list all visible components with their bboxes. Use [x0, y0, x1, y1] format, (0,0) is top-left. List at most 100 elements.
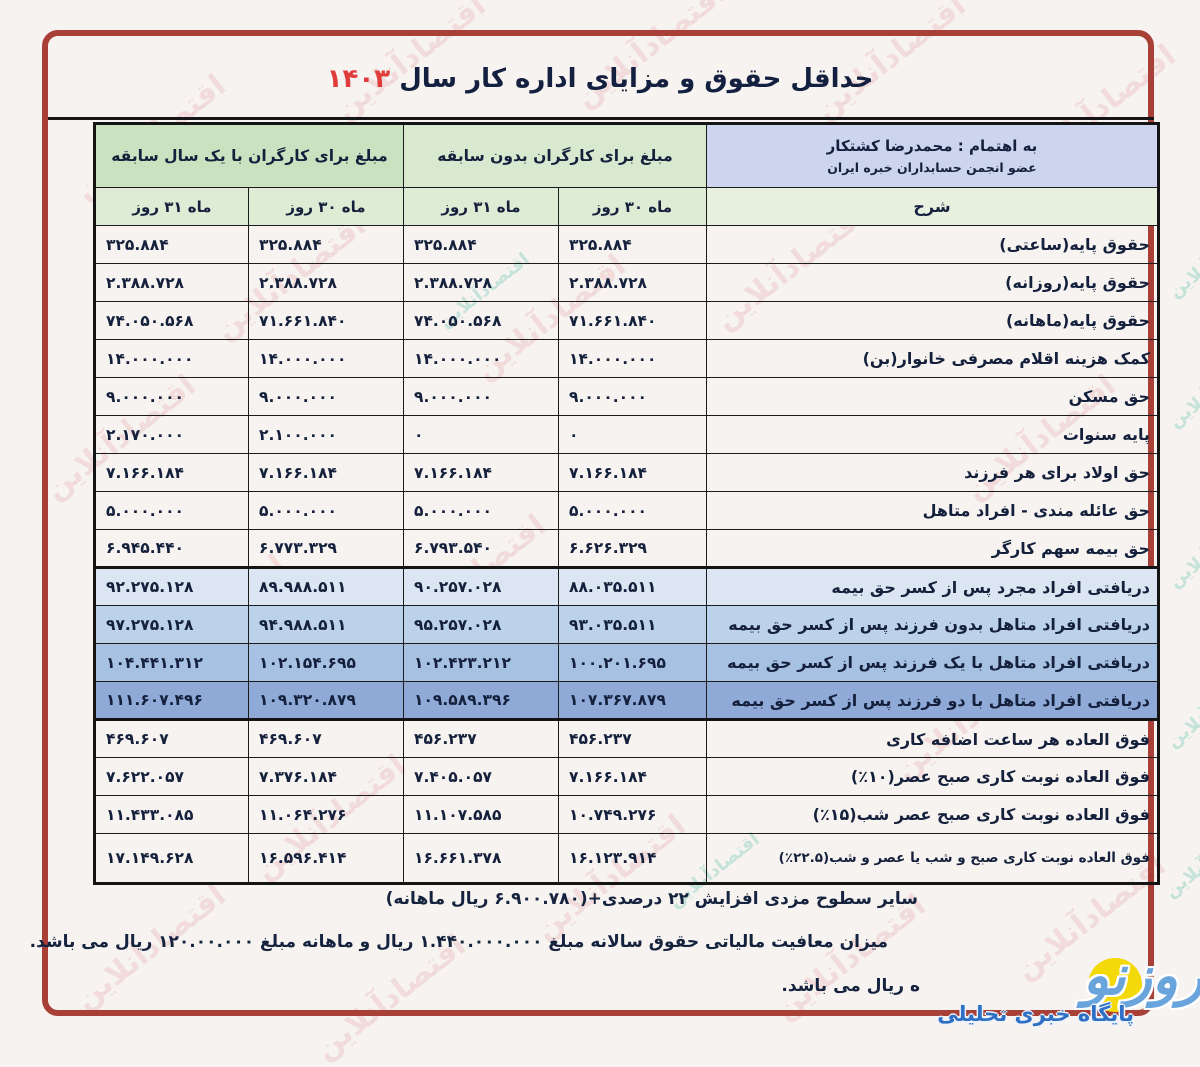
row-description: فوق العاده نوبت کاری صبح و شب یا عصر و ش… [706, 833, 1159, 884]
page-title-text: حداقل حقوق و مزایای اداره کار سال [399, 64, 874, 94]
table-row: حق اولاد برای هر فرزند ۷.۱۶۶.۱۸۴ ۷.۱۶۶.۱۸۴… [94, 453, 1159, 492]
logo-site-name: روزنو [1082, 944, 1200, 1007]
salary-table: به اهتمام : محمدرضا کشتکار عضو انجمن حسا… [93, 122, 1160, 885]
value-cell: ۱۱.۰۶۴.۲۷۶ [248, 795, 404, 834]
rooz-no-logo: روزنو پایگاه خبری تحلیلی [930, 944, 1200, 1038]
value-cell: ۱۱.۱۰۷.۵۸۵ [403, 795, 559, 834]
row-description: فوق العاده هر ساعت اضافه کاری [706, 718, 1159, 758]
value-cell: ۷۱.۶۶۱.۸۴۰ [248, 301, 404, 340]
value-cell: ۳۲۵.۸۸۴ [558, 225, 707, 264]
value-cell: ۰ [558, 415, 707, 454]
table-row: دریافتی افراد متاهل بدون فرزند پس از کسر… [94, 605, 1159, 644]
value-cell: ۰ [403, 415, 559, 454]
table-row: پایه سنوات ۰ ۰ ۲.۱۰۰.۰۰۰ ۲.۱۷۰.۰۰۰ [94, 415, 1159, 454]
value-cell: ۱۴.۰۰۰.۰۰۰ [94, 339, 249, 378]
value-cell: ۹۷.۲۷۵.۱۲۸ [94, 605, 249, 644]
value-cell: ۳۲۵.۸۸۴ [248, 225, 404, 264]
row-description: دریافتی افراد مجرد پس از کسر حق بیمه [706, 566, 1159, 606]
table-row: فوق العاده نوبت کاری صبح عصر(۱۰٪) ۷.۱۶۶.۱… [94, 757, 1159, 796]
value-cell: ۹۵.۲۵۷.۰۲۸ [403, 605, 559, 644]
value-cell: ۷.۴۰۵.۰۵۷ [403, 757, 559, 796]
value-cell: ۷.۱۶۶.۱۸۴ [403, 453, 559, 492]
value-cell: ۲.۳۸۸.۷۲۸ [94, 263, 249, 302]
value-cell: ۱۶.۵۹۶.۴۱۴ [248, 833, 404, 884]
value-cell: ۱۴.۰۰۰.۰۰۰ [558, 339, 707, 378]
value-cell: ۷.۱۶۶.۱۸۴ [558, 453, 707, 492]
value-cell: ۱۰۹.۵۸۹.۳۹۶ [403, 681, 559, 720]
table-row: حقوق پایه(روزانه) ۲.۳۸۸.۷۲۸ ۲.۳۸۸.۷۲۸ ۲.۳۸۸… [94, 263, 1159, 302]
page-title-year: ۱۴۰۳ [326, 64, 391, 94]
value-cell: ۷.۱۶۶.۱۸۴ [248, 453, 404, 492]
column-header-30day-no-exp: ماه ۳۰ روز [558, 187, 707, 226]
value-cell: ۹.۰۰۰.۰۰۰ [403, 377, 559, 416]
value-cell: ۹۰.۲۵۷.۰۲۸ [403, 566, 559, 606]
table-row: دریافتی افراد مجرد پس از کسر حق بیمه ۸۸.۰… [94, 566, 1159, 606]
credit-affiliation: عضو انجمن حسابداران خبره ایران [827, 160, 1037, 175]
table-row: فوق العاده نوبت کاری صبح عصر شب(۱۵٪) ۱۰.۷… [94, 795, 1159, 834]
group-header-one-year: مبلغ برای کارگران با یک سال سابقه [94, 123, 404, 188]
value-cell: ۳۲۵.۸۸۴ [403, 225, 559, 264]
footnote-tax-exemption: میزان معافیت مالیاتی حقوق سالانه مبلغ ۱.… [29, 932, 888, 952]
table-row: حق بیمه سهم کارگر ۶.۶۲۶.۳۲۹ ۶.۷۹۳.۵۴۰ ۶.۷۷۳… [94, 529, 1159, 568]
value-cell: ۹.۰۰۰.۰۰۰ [558, 377, 707, 416]
table-row: دریافتی افراد متاهل با دو فرزند پس از کس… [94, 681, 1159, 720]
logo-yellow-circle-icon [1088, 958, 1142, 1012]
value-cell: ۹.۰۰۰.۰۰۰ [94, 377, 249, 416]
footnote-currency-partial: ه ریال می باشد. [781, 976, 920, 996]
value-cell: ۲.۳۸۸.۷۲۸ [403, 263, 559, 302]
table-row: فوق العاده هر ساعت اضافه کاری ۴۵۶.۲۳۷ ۴۵۶.… [94, 718, 1159, 758]
value-cell: ۱۷.۱۴۹.۶۲۸ [94, 833, 249, 884]
value-cell: ۲.۳۸۸.۷۲۸ [558, 263, 707, 302]
value-cell: ۱۱۱.۶۰۷.۴۹۶ [94, 681, 249, 720]
value-cell: ۱۰.۷۴۹.۲۷۶ [558, 795, 707, 834]
column-header-31day-one-year: ماه ۳۱ روز [94, 187, 249, 226]
footnote-wage-levels: سایر سطوح مزدی افزایش ۲۲ درصدی+(۶.۹۰۰.۷۸… [385, 889, 918, 909]
value-cell: ۷۴.۰۵۰.۵۶۸ [94, 301, 249, 340]
table-row: فوق العاده نوبت کاری صبح و شب یا عصر و ش… [94, 833, 1159, 884]
group-header-no-experience: مبلغ برای کارگران بدون سابقه [403, 123, 707, 188]
value-cell: ۷۱.۶۶۱.۸۴۰ [558, 301, 707, 340]
value-cell: ۱۰۹.۳۲۰.۸۷۹ [248, 681, 404, 720]
value-cell: ۸۹.۹۸۸.۵۱۱ [248, 566, 404, 606]
value-cell: ۱۰۲.۴۲۳.۲۱۲ [403, 643, 559, 682]
row-description: دریافتی افراد متاهل بدون فرزند پس از کسر… [706, 605, 1159, 644]
value-cell: ۴۶۹.۶۰۷ [94, 718, 249, 758]
value-cell: ۲.۱۷۰.۰۰۰ [94, 415, 249, 454]
row-description: حقوق پایه(ماهانه) [706, 301, 1159, 340]
row-description: حق مسکن [706, 377, 1159, 416]
value-cell: ۱۰۴.۴۴۱.۳۱۲ [94, 643, 249, 682]
value-cell: ۵.۰۰۰.۰۰۰ [248, 491, 404, 530]
value-cell: ۷۴.۰۵۰.۵۶۸ [403, 301, 559, 340]
value-cell: ۴۵۶.۲۳۷ [403, 718, 559, 758]
value-cell: ۱۴.۰۰۰.۰۰۰ [403, 339, 559, 378]
row-description: حق عائله مندی - افراد متاهل [706, 491, 1159, 530]
value-cell: ۶.۶۲۶.۳۲۹ [558, 529, 707, 568]
row-description: حق بیمه سهم کارگر [706, 529, 1159, 568]
row-description: کمک هزینه اقلام مصرفی خانوار(بن) [706, 339, 1159, 378]
row-description: حق اولاد برای هر فرزند [706, 453, 1159, 492]
value-cell: ۱۶.۱۲۳.۹۱۴ [558, 833, 707, 884]
value-cell: ۵.۰۰۰.۰۰۰ [558, 491, 707, 530]
value-cell: ۷.۶۲۲.۰۵۷ [94, 757, 249, 796]
value-cell: ۷.۱۶۶.۱۸۴ [94, 453, 249, 492]
value-cell: ۹.۰۰۰.۰۰۰ [248, 377, 404, 416]
value-cell: ۱۰۰.۲۰۱.۶۹۵ [558, 643, 707, 682]
group-header-row: به اهتمام : محمدرضا کشتکار عضو انجمن حسا… [94, 123, 1159, 188]
column-header-description: شرح [706, 187, 1159, 226]
table-row: حق مسکن ۹.۰۰۰.۰۰۰ ۹.۰۰۰.۰۰۰ ۹.۰۰۰.۰۰۰ ۹.۰۰۰.… [94, 377, 1159, 416]
row-description: فوق العاده نوبت کاری صبح عصر شب(۱۵٪) [706, 795, 1159, 834]
value-cell: ۴۶۹.۶۰۷ [248, 718, 404, 758]
value-cell: ۹۴.۹۸۸.۵۱۱ [248, 605, 404, 644]
row-description: فوق العاده نوبت کاری صبح عصر(۱۰٪) [706, 757, 1159, 796]
value-cell: ۴۵۶.۲۳۷ [558, 718, 707, 758]
value-cell: ۹۳.۰۳۵.۵۱۱ [558, 605, 707, 644]
page-title: حداقل حقوق و مزایای اداره کار سال ۱۴۰۳ [0, 64, 1200, 94]
credit-author: به اهتمام : محمدرضا کشتکار [826, 137, 1038, 155]
table-row: حقوق پایه(ماهانه) ۷۱.۶۶۱.۸۴۰ ۷۴.۰۵۰.۵۶۸ ۷۱.… [94, 301, 1159, 340]
table-row: دریافتی افراد متاهل با یک فرزند پس از کس… [94, 643, 1159, 682]
row-description: دریافتی افراد متاهل با یک فرزند پس از کس… [706, 643, 1159, 682]
value-cell: ۶.۷۷۳.۳۲۹ [248, 529, 404, 568]
sub-header-row: شرح ماه ۳۰ روز ماه ۳۱ روز ماه ۳۰ روز ماه… [94, 187, 1159, 226]
value-cell: ۶.۷۹۳.۵۴۰ [403, 529, 559, 568]
